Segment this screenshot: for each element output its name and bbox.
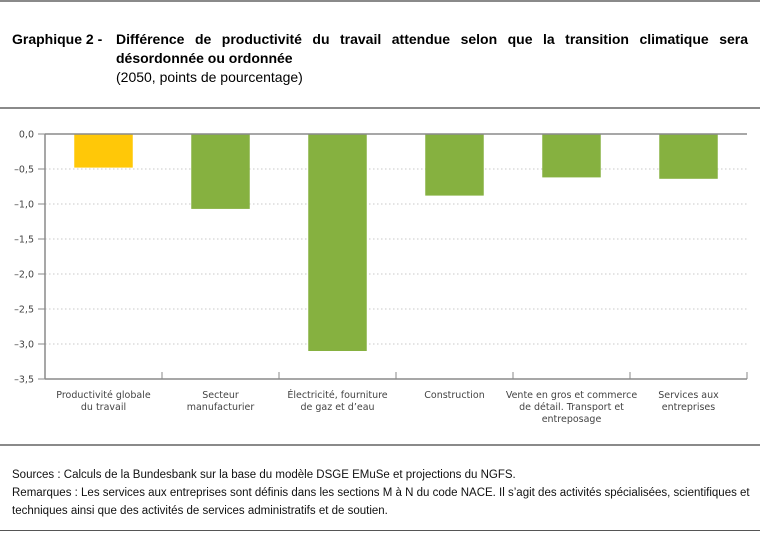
- notes-divider: [0, 444, 760, 446]
- x-category-label: Secteur manufacturier: [187, 390, 255, 413]
- x-axis-categories: Productivité globale du travail Secteur man…: [56, 389, 719, 425]
- x-category-label: Productivité globale du travail: [56, 390, 151, 413]
- x-category-label: Vente en gros et commerce de détail. Tran…: [506, 390, 638, 425]
- bar-chart: 0,0 –0,5 –1,0 –1,5 –2,0 –2,5 –3,0 –3,5 Producti…: [14, 130, 748, 425]
- y-tick-label: –3,0: [14, 340, 34, 351]
- bar: [542, 134, 601, 178]
- chart-notes: Sources : Calculs de la Bundesbank sur l…: [12, 466, 752, 520]
- axes: [44, 133, 748, 380]
- bottom-rule: [0, 530, 760, 531]
- y-tick-label: –1,0: [14, 200, 34, 211]
- gridlines: [45, 168, 747, 345]
- bar: [308, 134, 367, 351]
- y-tick-label: –3,5: [14, 375, 34, 386]
- top-rule: [0, 0, 760, 2]
- y-tick-label: –2,0: [14, 270, 34, 281]
- bar: [425, 134, 484, 196]
- x-category-label: Électricité, fourniture de gaz et d’eau: [287, 389, 387, 413]
- bar: [659, 134, 718, 179]
- x-category-label: Services aux entreprises: [658, 390, 719, 413]
- sources-note: Sources : Calculs de la Bundesbank sur l…: [12, 469, 516, 481]
- chart-number: Graphique 2 -: [12, 31, 103, 47]
- chart-subtitle: (2050, points de pourcentage): [116, 69, 303, 85]
- bars: [74, 134, 718, 351]
- y-tick-label: 0,0: [19, 130, 34, 141]
- bar: [74, 134, 133, 168]
- y-tick-label: –1,5: [14, 235, 34, 246]
- y-tick-label: –0,5: [14, 165, 34, 176]
- bar: [191, 134, 250, 209]
- header-divider: [0, 107, 760, 109]
- chart-title: Différence de productivité du travail at…: [116, 31, 748, 66]
- x-category-label: Construction: [424, 390, 485, 401]
- y-tick-label: –2,5: [14, 305, 34, 316]
- y-axis-ticks: 0,0 –0,5 –1,0 –1,5 –2,0 –2,5 –3,0 –3,5: [14, 130, 45, 386]
- remarks-note: Remarques : Les services aux entreprises…: [12, 487, 750, 517]
